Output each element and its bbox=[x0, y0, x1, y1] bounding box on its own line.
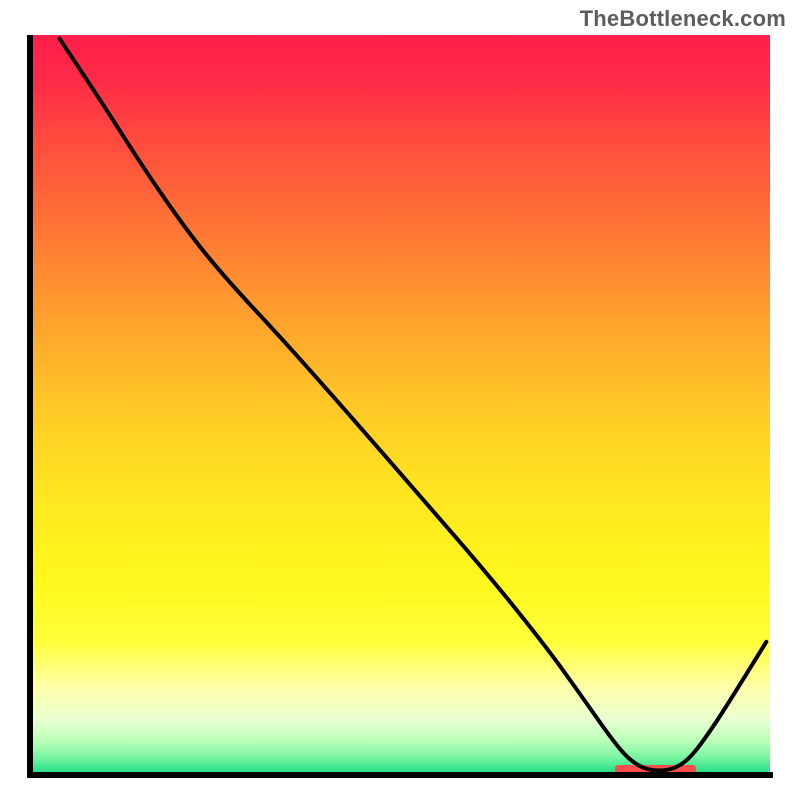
watermark-text: TheBottleneck.com bbox=[580, 6, 786, 32]
y-axis-line bbox=[27, 35, 33, 778]
performance-curve bbox=[30, 35, 770, 775]
x-axis-line bbox=[27, 772, 773, 778]
plot-area bbox=[30, 35, 770, 775]
chart-root: { "watermark": { "text": "TheBottleneck.… bbox=[0, 0, 800, 800]
